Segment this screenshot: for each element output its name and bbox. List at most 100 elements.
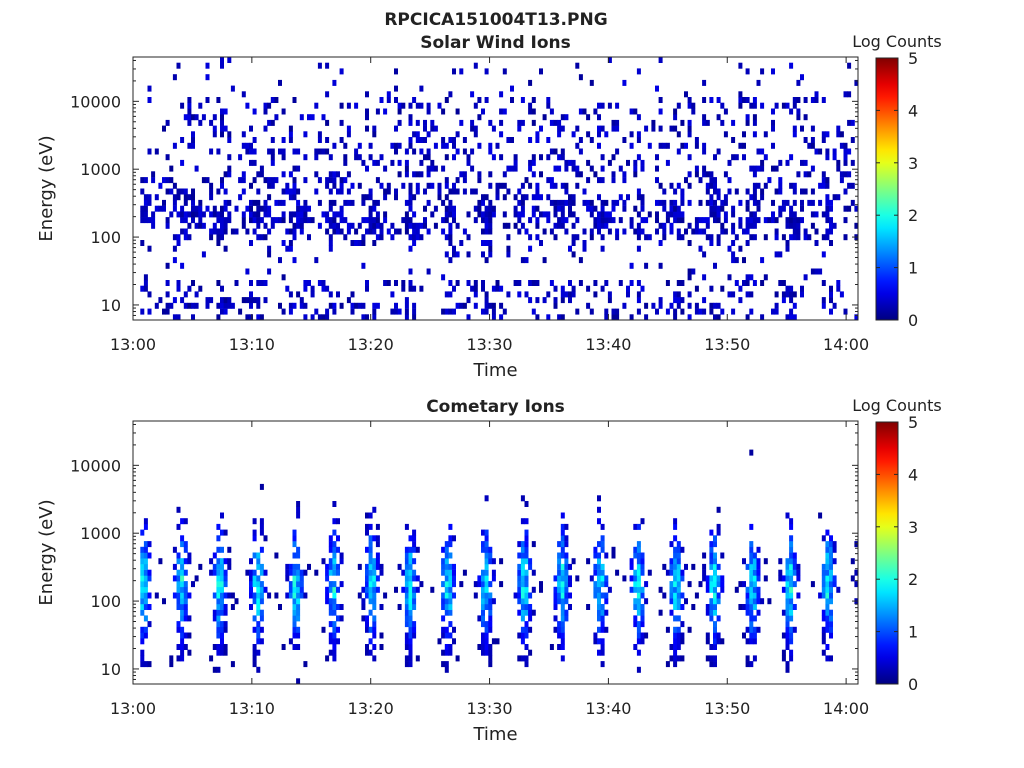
heatmap-cell xyxy=(227,217,231,223)
heatmap-cell xyxy=(365,126,369,132)
heatmap-cell xyxy=(427,229,431,235)
heatmap-cell xyxy=(786,286,790,292)
colorbar-tick-label: 2 xyxy=(908,206,918,225)
heatmap-cell xyxy=(293,541,297,547)
heatmap-cell xyxy=(528,217,532,223)
heatmap-cell xyxy=(256,564,260,570)
heatmap-cell xyxy=(702,570,706,576)
heatmap-cell xyxy=(503,223,507,229)
heatmap-cell xyxy=(380,229,384,235)
heatmap-cell xyxy=(539,211,543,217)
heatmap-cell xyxy=(800,160,804,166)
heatmap-cell xyxy=(488,211,492,217)
heatmap-cell xyxy=(575,63,579,69)
heatmap-cell xyxy=(608,291,612,297)
heatmap-cell xyxy=(173,575,177,581)
heatmap-cell xyxy=(322,211,326,217)
heatmap-cell xyxy=(409,610,413,616)
heatmap-cell xyxy=(561,553,565,559)
heatmap-cell xyxy=(405,303,409,309)
heatmap-cell xyxy=(325,286,329,292)
heatmap-cell xyxy=(517,610,521,616)
heatmap-cell xyxy=(561,211,565,217)
heatmap-cell xyxy=(452,143,456,149)
heatmap-cell xyxy=(354,103,358,109)
heatmap-cell xyxy=(340,177,344,183)
heatmap-cell xyxy=(191,211,195,217)
heatmap-cell xyxy=(264,200,268,206)
heatmap-cell xyxy=(445,143,449,149)
heatmap-cell xyxy=(753,627,757,633)
heatmap-cell xyxy=(394,149,398,155)
heatmap-cell xyxy=(361,200,365,206)
heatmap-cell xyxy=(597,610,601,616)
heatmap-cell xyxy=(742,581,746,587)
heatmap-cell xyxy=(496,183,500,189)
heatmap-cell xyxy=(427,149,431,155)
heatmap-cell xyxy=(749,211,753,217)
heatmap-cell xyxy=(220,513,224,519)
heatmap-cell xyxy=(140,638,144,644)
heatmap-cell xyxy=(343,177,347,183)
heatmap-cell xyxy=(557,621,561,627)
heatmap-cell xyxy=(474,63,478,69)
heatmap-cell xyxy=(662,564,666,570)
heatmap-cell xyxy=(720,575,724,581)
heatmap-cell xyxy=(329,223,333,229)
heatmap-cell xyxy=(372,240,376,246)
heatmap-cell xyxy=(249,240,253,246)
heatmap-cell xyxy=(412,570,416,576)
heatmap-cell xyxy=(155,593,159,599)
heatmap-cell xyxy=(796,97,800,103)
heatmap-cell xyxy=(419,171,423,177)
y-tick-label: 10000 xyxy=(70,456,121,475)
heatmap-cell xyxy=(267,149,271,155)
heatmap-cell xyxy=(521,615,525,621)
heatmap-cell xyxy=(322,286,326,292)
heatmap-cell xyxy=(778,206,782,212)
heatmap-cell xyxy=(412,131,416,137)
heatmap-cell xyxy=(376,160,380,166)
heatmap-cell xyxy=(166,177,170,183)
heatmap-cell xyxy=(601,593,605,599)
heatmap-cell xyxy=(757,558,761,564)
heatmap-cell xyxy=(793,291,797,297)
heatmap-cell xyxy=(452,535,456,541)
heatmap-cell xyxy=(481,251,485,257)
heatmap-cell xyxy=(369,553,373,559)
heatmap-cell xyxy=(220,621,224,627)
heatmap-cell xyxy=(775,291,779,297)
heatmap-cell xyxy=(597,507,601,513)
heatmap-cell xyxy=(564,598,568,604)
heatmap-cell xyxy=(822,638,826,644)
heatmap-cell xyxy=(637,234,641,240)
heatmap-cell xyxy=(372,615,376,621)
heatmap-cell xyxy=(369,154,373,160)
heatmap-cell xyxy=(249,200,253,206)
x-axis-label: Time xyxy=(472,360,517,381)
heatmap-cell xyxy=(256,604,260,610)
heatmap-cell xyxy=(557,553,561,559)
heatmap-cell xyxy=(445,558,449,564)
heatmap-cell xyxy=(249,297,253,303)
heatmap-cell xyxy=(325,149,329,155)
heatmap-cell xyxy=(717,638,721,644)
heatmap-cell xyxy=(554,598,558,604)
heatmap-cell xyxy=(293,621,297,627)
heatmap-cell xyxy=(166,120,170,126)
heatmap-cell xyxy=(445,644,449,650)
heatmap-cell xyxy=(369,541,373,547)
heatmap-cell xyxy=(430,183,434,189)
heatmap-cell xyxy=(427,131,431,137)
heatmap-cell xyxy=(521,564,525,570)
heatmap-cell xyxy=(184,610,188,616)
heatmap-cell xyxy=(564,217,568,223)
heatmap-cell xyxy=(822,280,826,286)
heatmap-cell xyxy=(793,126,797,132)
heatmap-cell xyxy=(343,217,347,223)
heatmap-cell xyxy=(169,303,173,309)
heatmap-cell xyxy=(361,240,365,246)
heatmap-cell xyxy=(249,206,253,212)
heatmap-cell xyxy=(412,309,416,315)
heatmap-cell xyxy=(811,137,815,143)
